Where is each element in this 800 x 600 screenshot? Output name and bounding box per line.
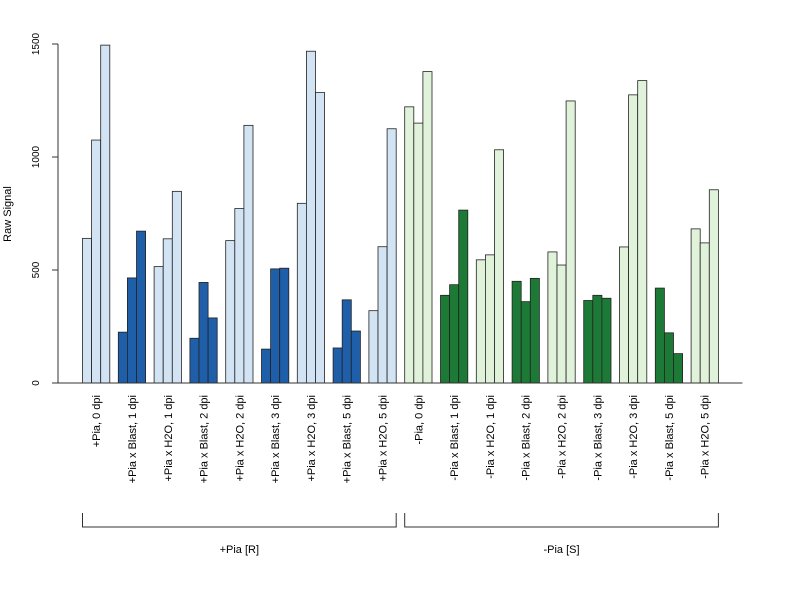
bar <box>261 348 272 384</box>
bar <box>82 237 93 384</box>
bar <box>413 122 424 384</box>
bar <box>198 282 209 384</box>
bar <box>494 149 505 384</box>
category-label: -Pia x Blast, 2 dpi <box>521 395 533 481</box>
bar <box>565 100 576 384</box>
group-brackets: +Pia [R] -Pia [S] <box>82 513 719 556</box>
bar <box>100 44 111 384</box>
bar <box>377 246 388 384</box>
bar <box>404 106 415 384</box>
bar <box>475 259 486 384</box>
bar <box>708 189 719 384</box>
category-label: +Pia x H2O, 5 dpi <box>378 395 390 482</box>
bars-layer <box>82 44 719 384</box>
bar <box>127 277 137 384</box>
bar <box>386 128 397 384</box>
bar <box>136 230 147 384</box>
bar <box>117 331 128 384</box>
y-tick-label: 500 <box>31 261 42 278</box>
bar <box>529 277 540 384</box>
bar <box>225 240 236 384</box>
y-tick-label: 1000 <box>31 145 42 168</box>
bar <box>91 139 102 384</box>
category-label: +Pia x H2O, 1 dpi <box>163 395 175 482</box>
bar <box>511 280 522 384</box>
category-label: -Pia x Blast, 1 dpi <box>449 395 461 481</box>
bar <box>189 337 200 384</box>
y-axis-title: Raw Signal <box>2 186 14 242</box>
y-tick-label: 0 <box>31 380 42 386</box>
bar <box>162 238 173 384</box>
category-label: -Pia x H2O, 1 dpi <box>485 395 497 479</box>
category-labels: +Pia, 0 dpi +Pia x Blast, 1 dpi +Pia x H2O… <box>91 395 712 483</box>
bar <box>440 294 451 384</box>
bar <box>520 301 531 384</box>
bar <box>315 92 326 384</box>
bar <box>619 246 630 384</box>
category-label: +Pia, 0 dpi <box>91 395 103 447</box>
category-label: +Pia x H2O, 2 dpi <box>234 395 246 482</box>
category-label: +Pia x Blast, 1 dpi <box>127 395 139 483</box>
category-label: -Pia, 0 dpi <box>413 395 425 445</box>
category-label: -Pia x H2O, 3 dpi <box>628 395 640 479</box>
bar <box>449 284 460 384</box>
group-bracket <box>404 513 719 528</box>
y-axis: 0 500 1000 1500 <box>31 32 59 386</box>
category-label: +Pia x Blast, 5 dpi <box>342 395 354 483</box>
bar <box>296 202 307 384</box>
bar <box>628 94 639 384</box>
bar <box>207 317 218 384</box>
bar <box>458 209 469 384</box>
category-label: -Pia x Blast, 5 dpi <box>664 395 676 481</box>
bar <box>547 251 558 384</box>
bar <box>350 330 361 384</box>
bar <box>673 353 684 384</box>
bar <box>637 80 648 384</box>
bar <box>601 297 612 384</box>
bar <box>592 294 603 384</box>
bar <box>664 332 674 384</box>
bar <box>583 300 594 384</box>
bar <box>654 287 665 384</box>
bar <box>556 264 567 384</box>
group-bracket <box>82 513 397 528</box>
bar <box>171 190 182 384</box>
category-label: +Pia x Blast, 3 dpi <box>270 395 282 483</box>
bar <box>484 254 495 384</box>
bar <box>305 50 316 384</box>
bar <box>422 71 433 384</box>
group-label: +Pia [R] <box>220 544 259 556</box>
category-label: +Pia x H2O, 3 dpi <box>306 395 318 482</box>
bar <box>270 268 281 384</box>
bar <box>368 310 379 384</box>
bar <box>332 347 343 384</box>
bar <box>153 266 164 384</box>
bar <box>341 299 352 384</box>
bar <box>279 267 290 384</box>
bar <box>690 228 701 384</box>
category-label: -Pia x Blast, 3 dpi <box>592 395 604 481</box>
bar <box>243 124 254 384</box>
group-label: -Pia [S] <box>543 544 579 556</box>
bar <box>699 242 710 384</box>
y-tick-label: 1500 <box>31 32 42 55</box>
category-label: -Pia x H2O, 5 dpi <box>700 395 712 479</box>
bar <box>234 208 245 384</box>
category-label: -Pia x H2O, 2 dpi <box>557 395 569 479</box>
category-label: +Pia x Blast, 2 dpi <box>199 395 211 483</box>
